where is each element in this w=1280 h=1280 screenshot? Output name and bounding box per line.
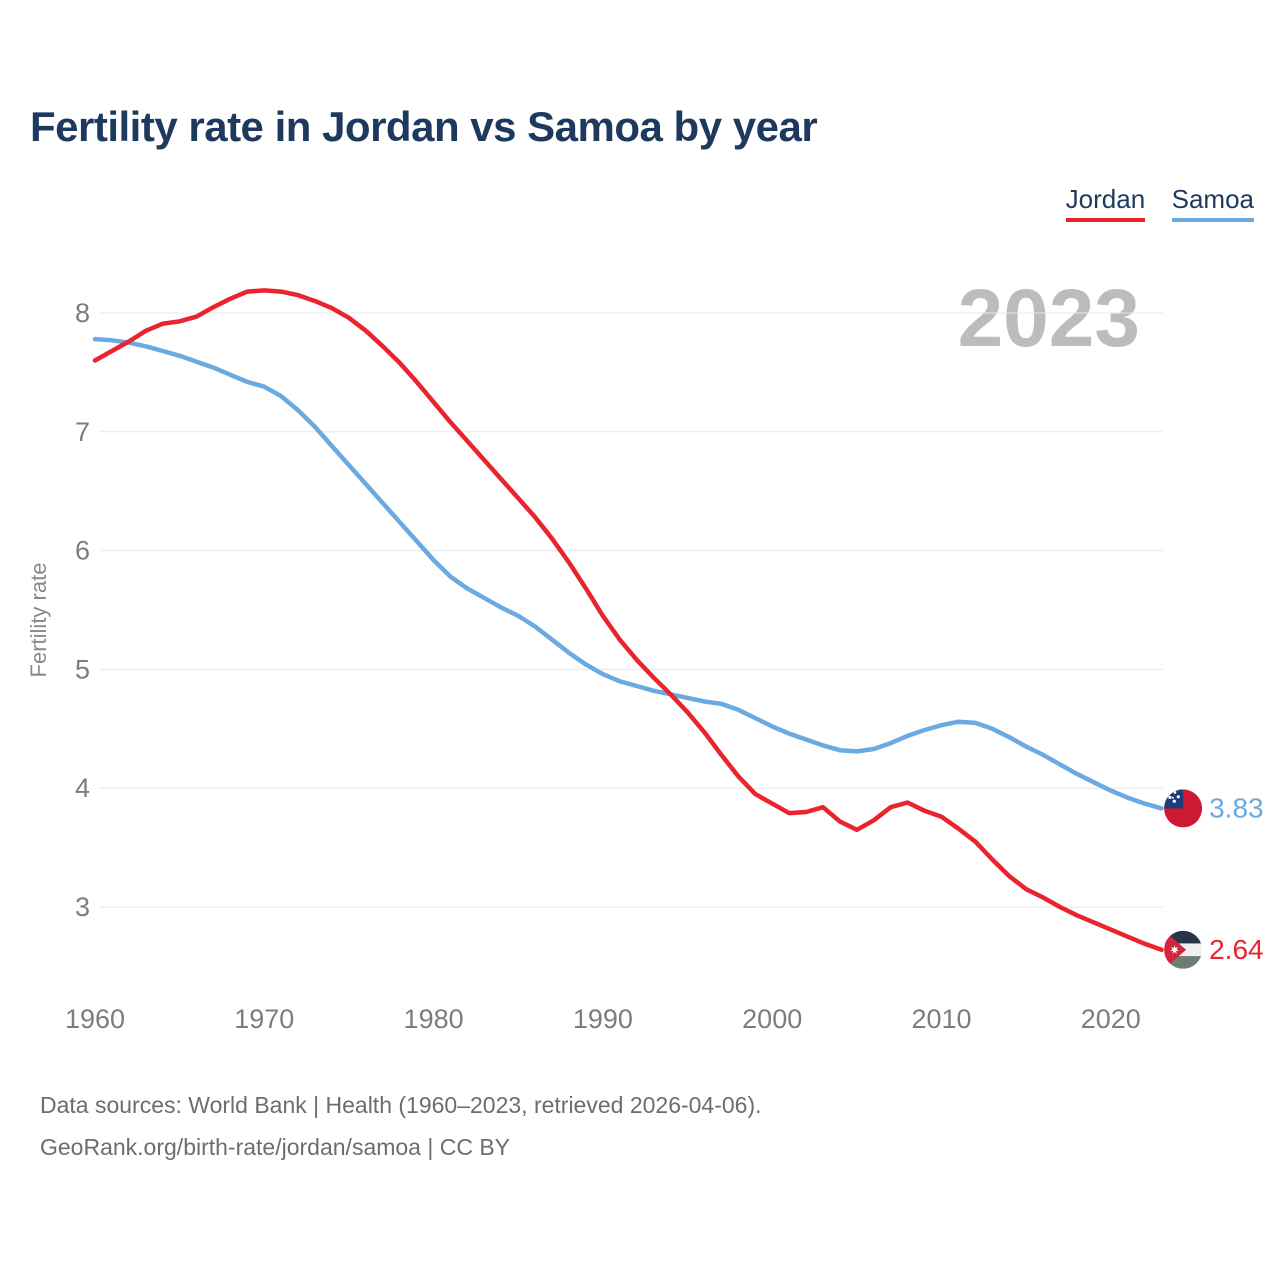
legend-item-jordan[interactable]: Jordan	[1065, 184, 1146, 222]
page-title: Fertility rate in Jordan vs Samoa by yea…	[30, 103, 818, 150]
x-tick-labels: 1960 1970 1980 1990 2000 2010 2020	[65, 1004, 1141, 1034]
x-tick-1960: 1960	[65, 1004, 125, 1034]
footer-attribution: GeoRank.org/birth-rate/jordan/samoa | CC…	[40, 1133, 511, 1160]
watermark-year: 2023	[958, 273, 1140, 364]
y-tick-6: 6	[75, 536, 90, 566]
gridlines	[100, 312, 1163, 908]
samoa-flag-icon	[1164, 789, 1203, 828]
x-tick-2010: 2010	[911, 1004, 971, 1034]
x-tick-2020: 2020	[1081, 1004, 1141, 1034]
jordan-flag-icon	[1164, 930, 1203, 969]
y-tick-5: 5	[75, 654, 90, 684]
x-tick-1970: 1970	[234, 1004, 294, 1034]
legend-item-samoa[interactable]: Samoa	[1171, 184, 1254, 222]
x-tick-1990: 1990	[573, 1004, 633, 1034]
x-tick-2000: 2000	[742, 1004, 802, 1034]
y-tick-8: 8	[75, 298, 90, 328]
y-tick-4: 4	[75, 773, 90, 803]
samoa-end-marker: 3.83	[1164, 789, 1264, 828]
y-tick-3: 3	[75, 892, 90, 922]
x-tick-1980: 1980	[404, 1004, 464, 1034]
y-tick-7: 7	[75, 417, 90, 447]
jordan-end-value: 2.64	[1209, 934, 1264, 965]
y-tick-labels: 3 4 5 6 7 8	[75, 298, 90, 922]
jordan-line	[92, 288, 1164, 953]
footer-sources: Data sources: World Bank | Health (1960–…	[40, 1092, 762, 1118]
y-axis-title: Fertility rate	[26, 563, 51, 678]
samoa-line	[92, 336, 1164, 811]
jordan-end-marker: 2.64	[1164, 930, 1264, 969]
fertility-chart: 2023 3 4 5 6 7 8 1960 1970 1980 1990 2000 2010 2020…	[26, 273, 1264, 1034]
samoa-end-value: 3.83	[1209, 792, 1264, 823]
footer: Data sources: World Bank | Health (1960–…	[40, 1085, 762, 1169]
legend: Jordan Samoa	[1044, 184, 1254, 222]
